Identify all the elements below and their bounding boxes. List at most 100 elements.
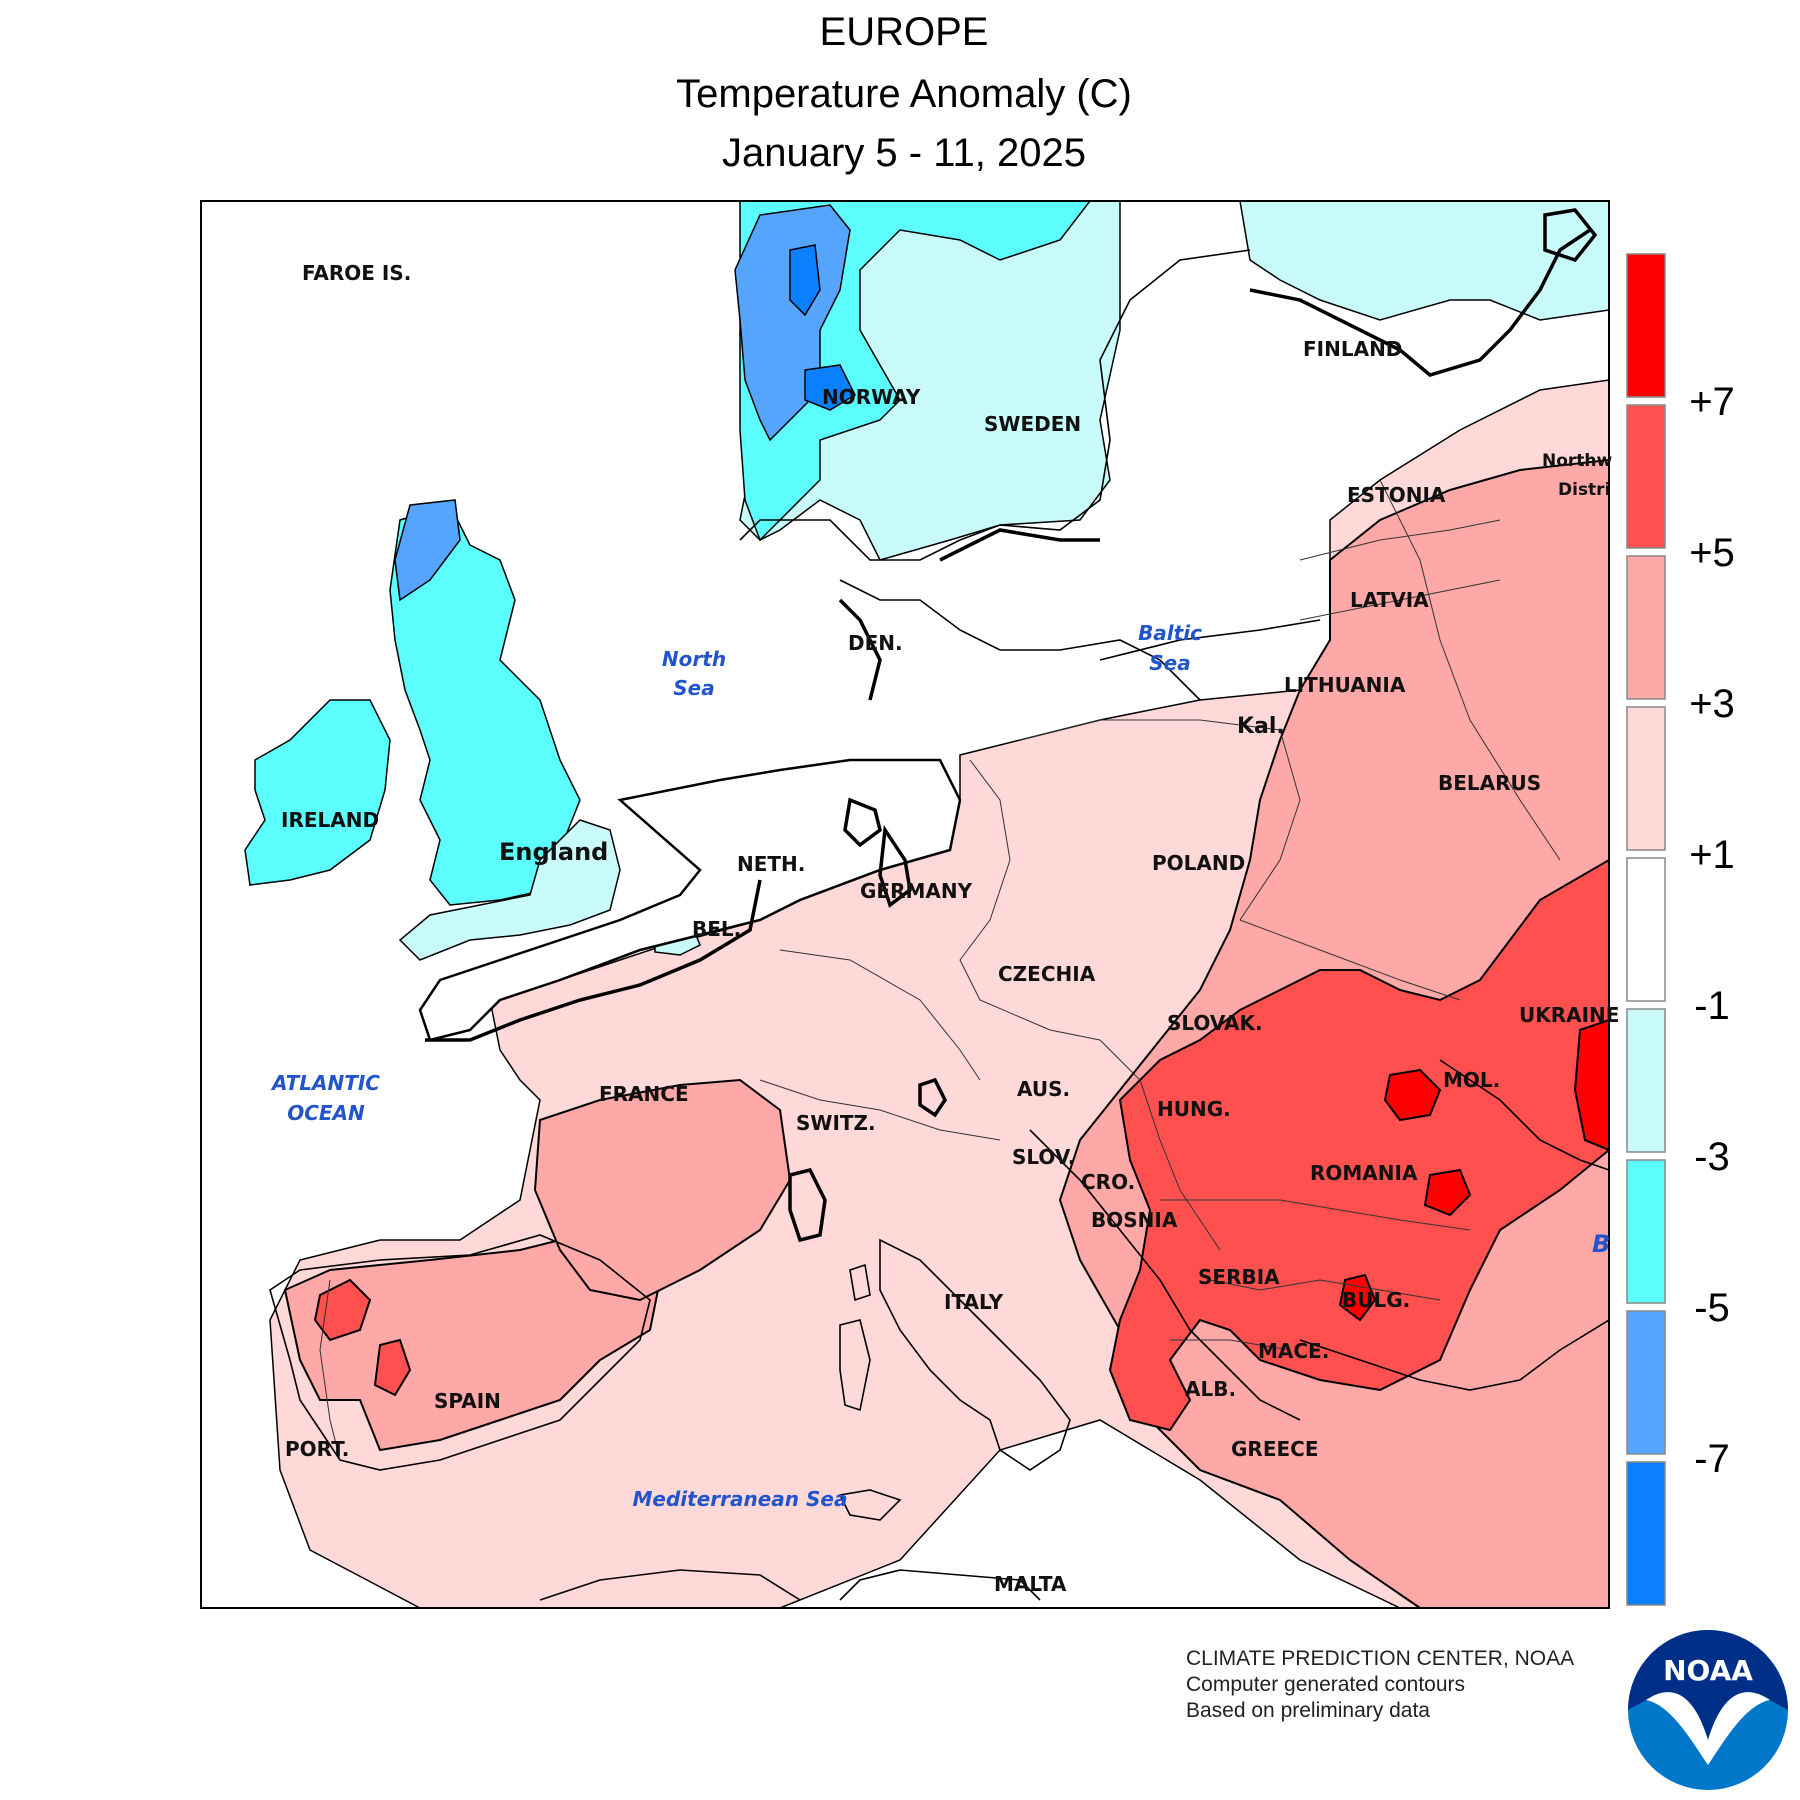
label-ireland: IRELAND	[281, 808, 379, 832]
credits-line2: Computer generated contours	[1186, 1673, 1465, 1696]
label-poland: POLAND	[1152, 851, 1245, 875]
label-france: FRANCE	[599, 1082, 689, 1106]
map-title-variable: Temperature Anomaly (C)	[676, 72, 1132, 116]
label-ukraine: UKRAINE	[1519, 1003, 1619, 1027]
coastlines	[269, 249, 1609, 1601]
anomaly-zone-plus5-spain-2	[373, 1338, 412, 1397]
label-finland: FINLAND	[1303, 337, 1402, 361]
anomaly-zone-neutral-lowcountries	[418, 758, 962, 1042]
noaa-logo-gull	[1646, 1692, 1770, 1765]
anomaly-zone-plus7-ukraine	[1573, 1018, 1609, 1152]
legend-box-5	[1626, 1008, 1666, 1153]
label-northwest-line1: Northw	[1542, 451, 1613, 471]
label-slovenia: SLOV.	[1012, 1145, 1075, 1169]
anomaly-zone-plus3-iberia	[283, 1233, 662, 1452]
legend-box-6	[1626, 1159, 1666, 1304]
label-croatia: CRO.	[1081, 1170, 1135, 1194]
zero-contours	[425, 208, 1598, 1243]
legend-box-3	[1626, 706, 1666, 851]
label-moldova: MOL.	[1443, 1068, 1500, 1092]
label-romania: ROMANIA	[1310, 1161, 1418, 1185]
label-serbia: SERBIA	[1198, 1265, 1280, 1289]
sea-label-baltic-line1: Baltic	[1138, 621, 1202, 645]
sea-label-north-line2: Sea	[673, 676, 714, 700]
label-belarus: BELARUS	[1438, 771, 1541, 795]
legend-ticks: +7 +5 +3 +1 -1 -3 -5 -7	[1689, 380, 1735, 1481]
anomaly-zone-minus5-scotland	[394, 499, 461, 602]
sea-label-baltic-line2: Sea	[1149, 651, 1190, 675]
label-malta: MALTA	[994, 1572, 1067, 1596]
label-latvia: LATVIA	[1350, 588, 1429, 612]
legend-tick-3: +1	[1689, 833, 1735, 877]
noaa-logo-text: NOAA	[1663, 1654, 1753, 1687]
anomaly-zone-minus7-norway-2	[804, 364, 856, 411]
label-bosnia: BOSNIA	[1091, 1208, 1178, 1232]
label-kal: Kal.	[1237, 714, 1285, 739]
label-switzerland: SWITZ.	[796, 1111, 876, 1135]
legend-box-2	[1626, 555, 1666, 700]
label-macedonia: MACE.	[1258, 1339, 1329, 1363]
label-germany: GERMANY	[860, 879, 973, 903]
label-bulgaria: BULG.	[1342, 1288, 1410, 1312]
anomaly-zone-minus3-ireland	[244, 699, 391, 886]
noaa-logo: NOAA	[1628, 1630, 1788, 1790]
map-frame	[200, 200, 1610, 1609]
label-lithuania: LITHUANIA	[1284, 673, 1406, 697]
legend-box-8	[1626, 1461, 1666, 1606]
label-norway: NORWAY	[822, 385, 921, 409]
map-area	[201, 201, 1609, 1608]
legend-tick-5: -3	[1694, 1135, 1730, 1179]
label-belgium: BEL.	[692, 917, 741, 941]
anomaly-zone-plus7-bulgaria	[1338, 1273, 1377, 1322]
label-czechia: CZECHIA	[998, 962, 1096, 986]
anomaly-zone-minus7-norway	[789, 244, 821, 317]
label-sweden: SWEDEN	[984, 412, 1081, 436]
sea-label-north-line1: North	[662, 647, 726, 671]
anomaly-zone-plus7-romania	[1423, 1168, 1472, 1217]
credits: CLIMATE PREDICTION CENTER, NOAA Computer…	[1186, 1646, 1574, 1724]
map-title-region: EUROPE	[819, 10, 989, 54]
credits-line3: Based on preliminary data	[1186, 1699, 1430, 1722]
legend-boxes	[1626, 253, 1666, 1606]
label-northwest-line2: Distri	[1558, 480, 1610, 500]
anomaly-zone-minus3-britain	[389, 504, 581, 906]
legend-tick-4: -1	[1694, 984, 1730, 1028]
legend: +7 +5 +3 +1 -1 -3 -5 -7	[1626, 253, 1735, 1606]
sea-label-atlantic-line2: OCEAN	[287, 1101, 365, 1125]
label-hungary: HUNG.	[1157, 1097, 1231, 1121]
label-portugal: PORT.	[285, 1437, 349, 1461]
legend-box-1	[1626, 404, 1666, 549]
map-title-period: January 5 - 11, 2025	[722, 131, 1086, 175]
legend-box-0	[1626, 253, 1666, 398]
anomaly-zone-plus7-moldova	[1383, 1068, 1442, 1122]
label-italy: ITALY	[944, 1290, 1004, 1314]
label-slovakia: SLOVAK.	[1167, 1011, 1263, 1035]
label-austria: AUS.	[1017, 1077, 1070, 1101]
label-faroe: FAROE IS.	[302, 261, 411, 285]
anomaly-zone-minus1-england-south	[398, 819, 621, 961]
legend-tick-2: +3	[1689, 682, 1735, 726]
label-england: England	[499, 838, 608, 866]
legend-tick-1: +5	[1689, 531, 1735, 575]
noaa-logo-top	[1628, 1630, 1788, 1740]
credits-line1: CLIMATE PREDICTION CENTER, NOAA	[1186, 1647, 1575, 1670]
label-spain: SPAIN	[434, 1389, 501, 1413]
label-estonia: ESTONIA	[1347, 483, 1446, 507]
legend-tick-7: -7	[1694, 1437, 1730, 1481]
country-borders	[319, 479, 1561, 1461]
anomaly-zone-plus5-southeast	[1108, 858, 1609, 1432]
legend-box-4	[1626, 857, 1666, 1002]
anomaly-zone-minus5-norway	[734, 204, 851, 442]
legend-tick-0: +7	[1689, 380, 1735, 424]
label-black-sea-fragment: B	[1592, 1230, 1610, 1258]
label-albania: ALB.	[1185, 1377, 1236, 1401]
legend-box-7	[1626, 1310, 1666, 1455]
sea-label-atlantic-line1: ATLANTIC	[270, 1071, 380, 1095]
legend-tick-6: -5	[1694, 1286, 1730, 1330]
sea-label-mediterranean: Mediterranean Sea	[633, 1487, 848, 1511]
anomaly-zone-plus3-france	[533, 1078, 792, 1302]
anomaly-zone-plus5-spain	[313, 1278, 372, 1342]
label-greece: GREECE	[1231, 1437, 1318, 1461]
label-netherlands: NETH.	[737, 852, 805, 876]
